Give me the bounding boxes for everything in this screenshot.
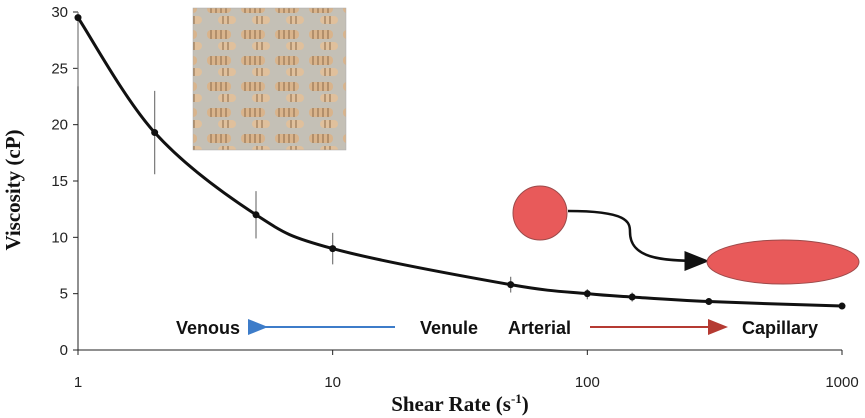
y-tick-labels: 0 5 10 15 20 25 30 [51, 4, 78, 359]
x-tick-label: 10 [324, 374, 341, 391]
data-point [252, 211, 260, 219]
data-point [583, 290, 591, 298]
x-tick-label: 1 [74, 374, 82, 391]
y-tick-label: 20 [51, 117, 68, 134]
data-point [74, 14, 82, 22]
x-tick-label: 100 [575, 374, 600, 391]
y-tick-label: 10 [51, 229, 68, 246]
y-tick-label: 30 [51, 4, 68, 21]
y-tick-label: 0 [60, 342, 68, 359]
data-points [74, 14, 846, 310]
y-tick-label: 5 [60, 286, 68, 303]
y-tick-label: 15 [51, 173, 68, 190]
x-tick-label: 1000 [825, 374, 858, 391]
data-point [507, 281, 515, 289]
x-tick-labels: 1 10 100 1000 [74, 350, 859, 391]
deformation-arrow [567, 209, 710, 271]
label-venule: Venule [420, 318, 478, 338]
elongated-red-cell [706, 239, 860, 285]
round-red-cell [512, 185, 568, 241]
viscosity-curve [76, 16, 843, 308]
y-axis-title: Viscosity (cP) [1, 129, 25, 250]
rouleaux-micrograph [192, 7, 347, 151]
data-point [329, 245, 337, 253]
x-axis-title: Shear Rate (s-1) [391, 391, 529, 416]
y-tick-label: 25 [51, 60, 68, 77]
data-point [838, 302, 846, 310]
label-arterial: Arterial [508, 318, 571, 338]
label-capillary: Capillary [742, 318, 818, 338]
data-point [151, 129, 159, 137]
label-venous: Venous [176, 318, 240, 338]
data-point [628, 293, 636, 301]
data-point [705, 298, 713, 306]
